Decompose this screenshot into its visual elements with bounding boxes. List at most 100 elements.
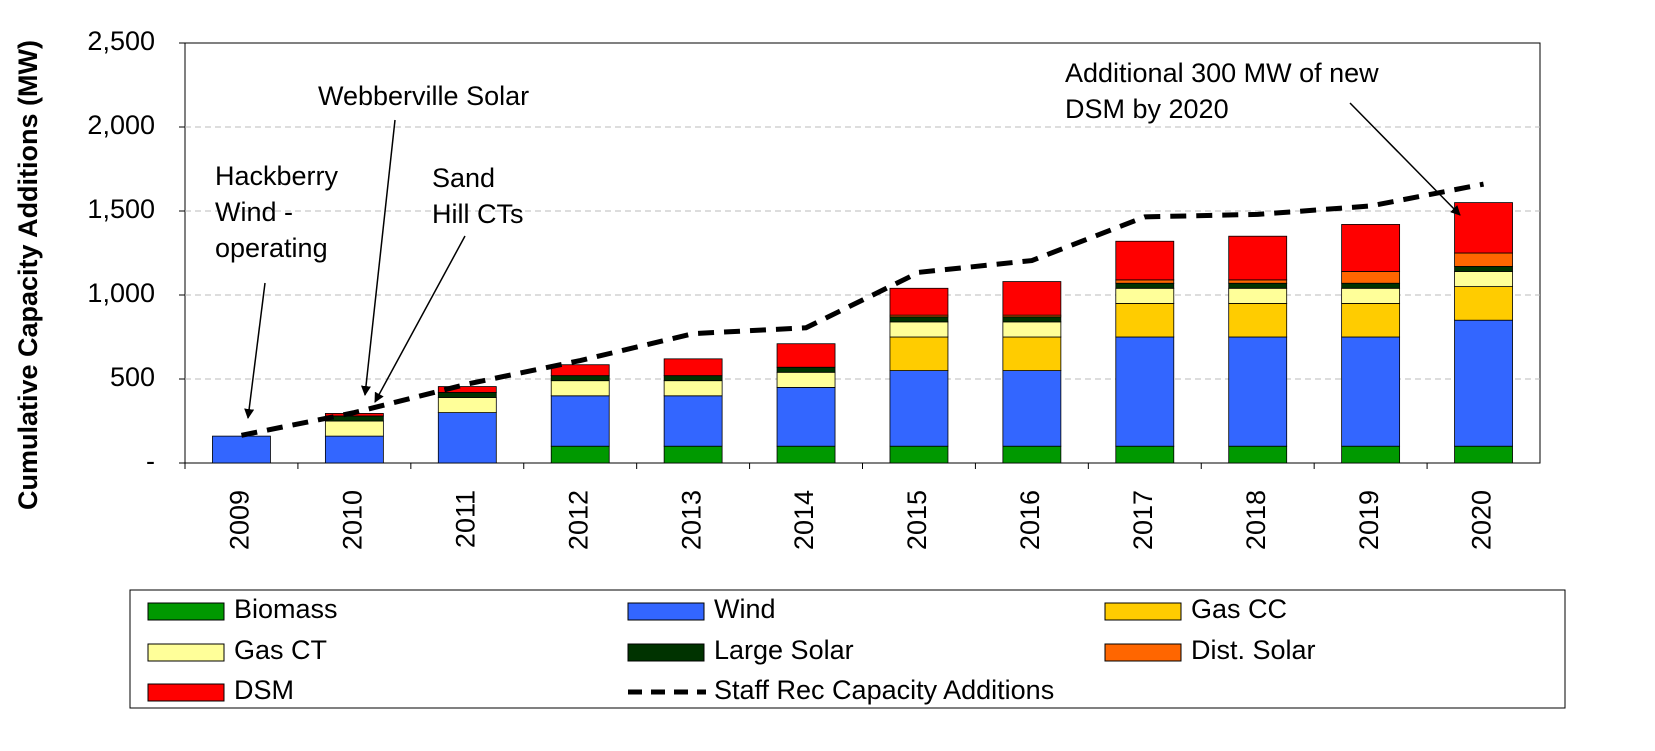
bar-segment (1228, 235, 1288, 281)
bar-segment (324, 435, 384, 464)
annotation-arrow (1349, 102, 1461, 216)
bar-segment (1002, 321, 1062, 338)
x-tick-label: 2019 (1354, 490, 1384, 550)
annotation-arrow (374, 235, 466, 403)
bar-segment (1454, 266, 1513, 272)
annotation: Webberville Solar (318, 81, 529, 111)
bar-segment (1228, 302, 1288, 338)
bar-segment (1341, 302, 1401, 338)
bar-segment (1454, 319, 1513, 447)
bar-segment (1341, 445, 1401, 464)
bar-segment (663, 380, 723, 397)
legend-swatch (1104, 643, 1182, 662)
x-tick-label: 2011 (450, 490, 480, 548)
legend-label: Gas CT (234, 635, 327, 665)
bar-segment (663, 375, 723, 382)
bar-segment (437, 397, 497, 414)
bar-segment (1115, 336, 1175, 447)
bar-segment (1341, 282, 1401, 289)
bar-segment (324, 415, 384, 422)
line-series (240, 181, 1485, 438)
bar-segment (1454, 252, 1513, 267)
bar-segment (1228, 287, 1288, 304)
bar-segment (1341, 287, 1401, 304)
bar-segment (550, 380, 610, 397)
legend-label: Dist. Solar (1191, 635, 1316, 665)
bar-segment (1002, 370, 1062, 447)
bar-segment (1115, 302, 1175, 338)
bar-segment (776, 371, 836, 388)
x-tick-label: 2010 (338, 490, 368, 550)
bar-segment (1002, 445, 1062, 464)
bar-segment (889, 321, 949, 338)
bar-segment (1228, 279, 1288, 284)
bar-segment (1228, 282, 1288, 289)
legend-label: Wind (714, 594, 776, 624)
bar-segment (1002, 336, 1062, 371)
legend-box (129, 589, 1566, 709)
y-tick-label: - (146, 446, 155, 476)
bar-segment (889, 316, 949, 323)
legend-swatch (147, 683, 225, 702)
bar-segment (1115, 287, 1175, 304)
bar-segment (437, 412, 497, 464)
annotation: Sand (432, 163, 495, 193)
bar-segment (663, 445, 723, 464)
bar-segment (776, 366, 836, 373)
bar-segment (776, 386, 836, 447)
annotation: Wind - (215, 197, 293, 227)
x-tick-label: 2018 (1241, 490, 1271, 550)
x-tick-label: 2017 (1128, 490, 1158, 550)
legend-label: Large Solar (714, 635, 854, 665)
legend-label: Biomass (234, 594, 338, 624)
bar-segment (1454, 445, 1513, 464)
bar-segment (776, 445, 836, 464)
x-tick-label: 2013 (676, 490, 706, 550)
bar-segment (212, 435, 271, 464)
bar-segment (1115, 279, 1175, 284)
legend-swatch (147, 643, 225, 662)
bar-segment (1454, 271, 1513, 288)
annotation-arrow (244, 282, 266, 419)
bar-segment (1115, 445, 1175, 464)
legend-label: Gas CC (1191, 594, 1287, 624)
x-tick-label: 2016 (1015, 490, 1045, 550)
bar-segment (437, 386, 497, 393)
legend-swatch (627, 602, 705, 621)
bar-segment (1341, 224, 1401, 272)
x-tick-label: 2020 (1467, 490, 1497, 550)
annotation: Hackberry (215, 161, 339, 191)
annotation: Hill CTs (432, 199, 524, 229)
bar-segment (1228, 445, 1288, 464)
bar-segment (550, 375, 610, 382)
bar-segment (776, 343, 836, 368)
annotation-arrow (361, 119, 396, 396)
bar-segment (550, 364, 610, 377)
legend-swatch (627, 643, 705, 662)
x-tick-label: 2015 (902, 490, 932, 550)
bar-segment (1341, 336, 1401, 447)
bar-segment (1454, 286, 1513, 321)
bar-segment (1002, 316, 1062, 323)
x-tick-label: 2012 (563, 490, 593, 550)
y-tick-label: 1,500 (87, 194, 155, 224)
bar-segment (1115, 240, 1175, 281)
legend-label: Staff Rec Capacity Additions (714, 675, 1054, 705)
bar-segment (889, 287, 949, 316)
bar-segment (1115, 282, 1175, 289)
bar-segment (1002, 281, 1062, 316)
plot-area (184, 42, 1541, 464)
y-tick-label: 2,500 (87, 26, 155, 56)
bar-segment (663, 395, 723, 447)
legend-swatch (1104, 602, 1182, 621)
bar-segment (550, 395, 610, 447)
legend-label: DSM (234, 675, 294, 705)
y-tick-label: 500 (110, 362, 155, 392)
annotation: DSM by 2020 (1065, 94, 1229, 124)
annotation: Additional 300 MW of new (1065, 58, 1379, 88)
bar-segment (324, 420, 384, 437)
bar-segment (550, 445, 610, 464)
bar-segment (437, 392, 497, 398)
bar-segment (889, 445, 949, 464)
